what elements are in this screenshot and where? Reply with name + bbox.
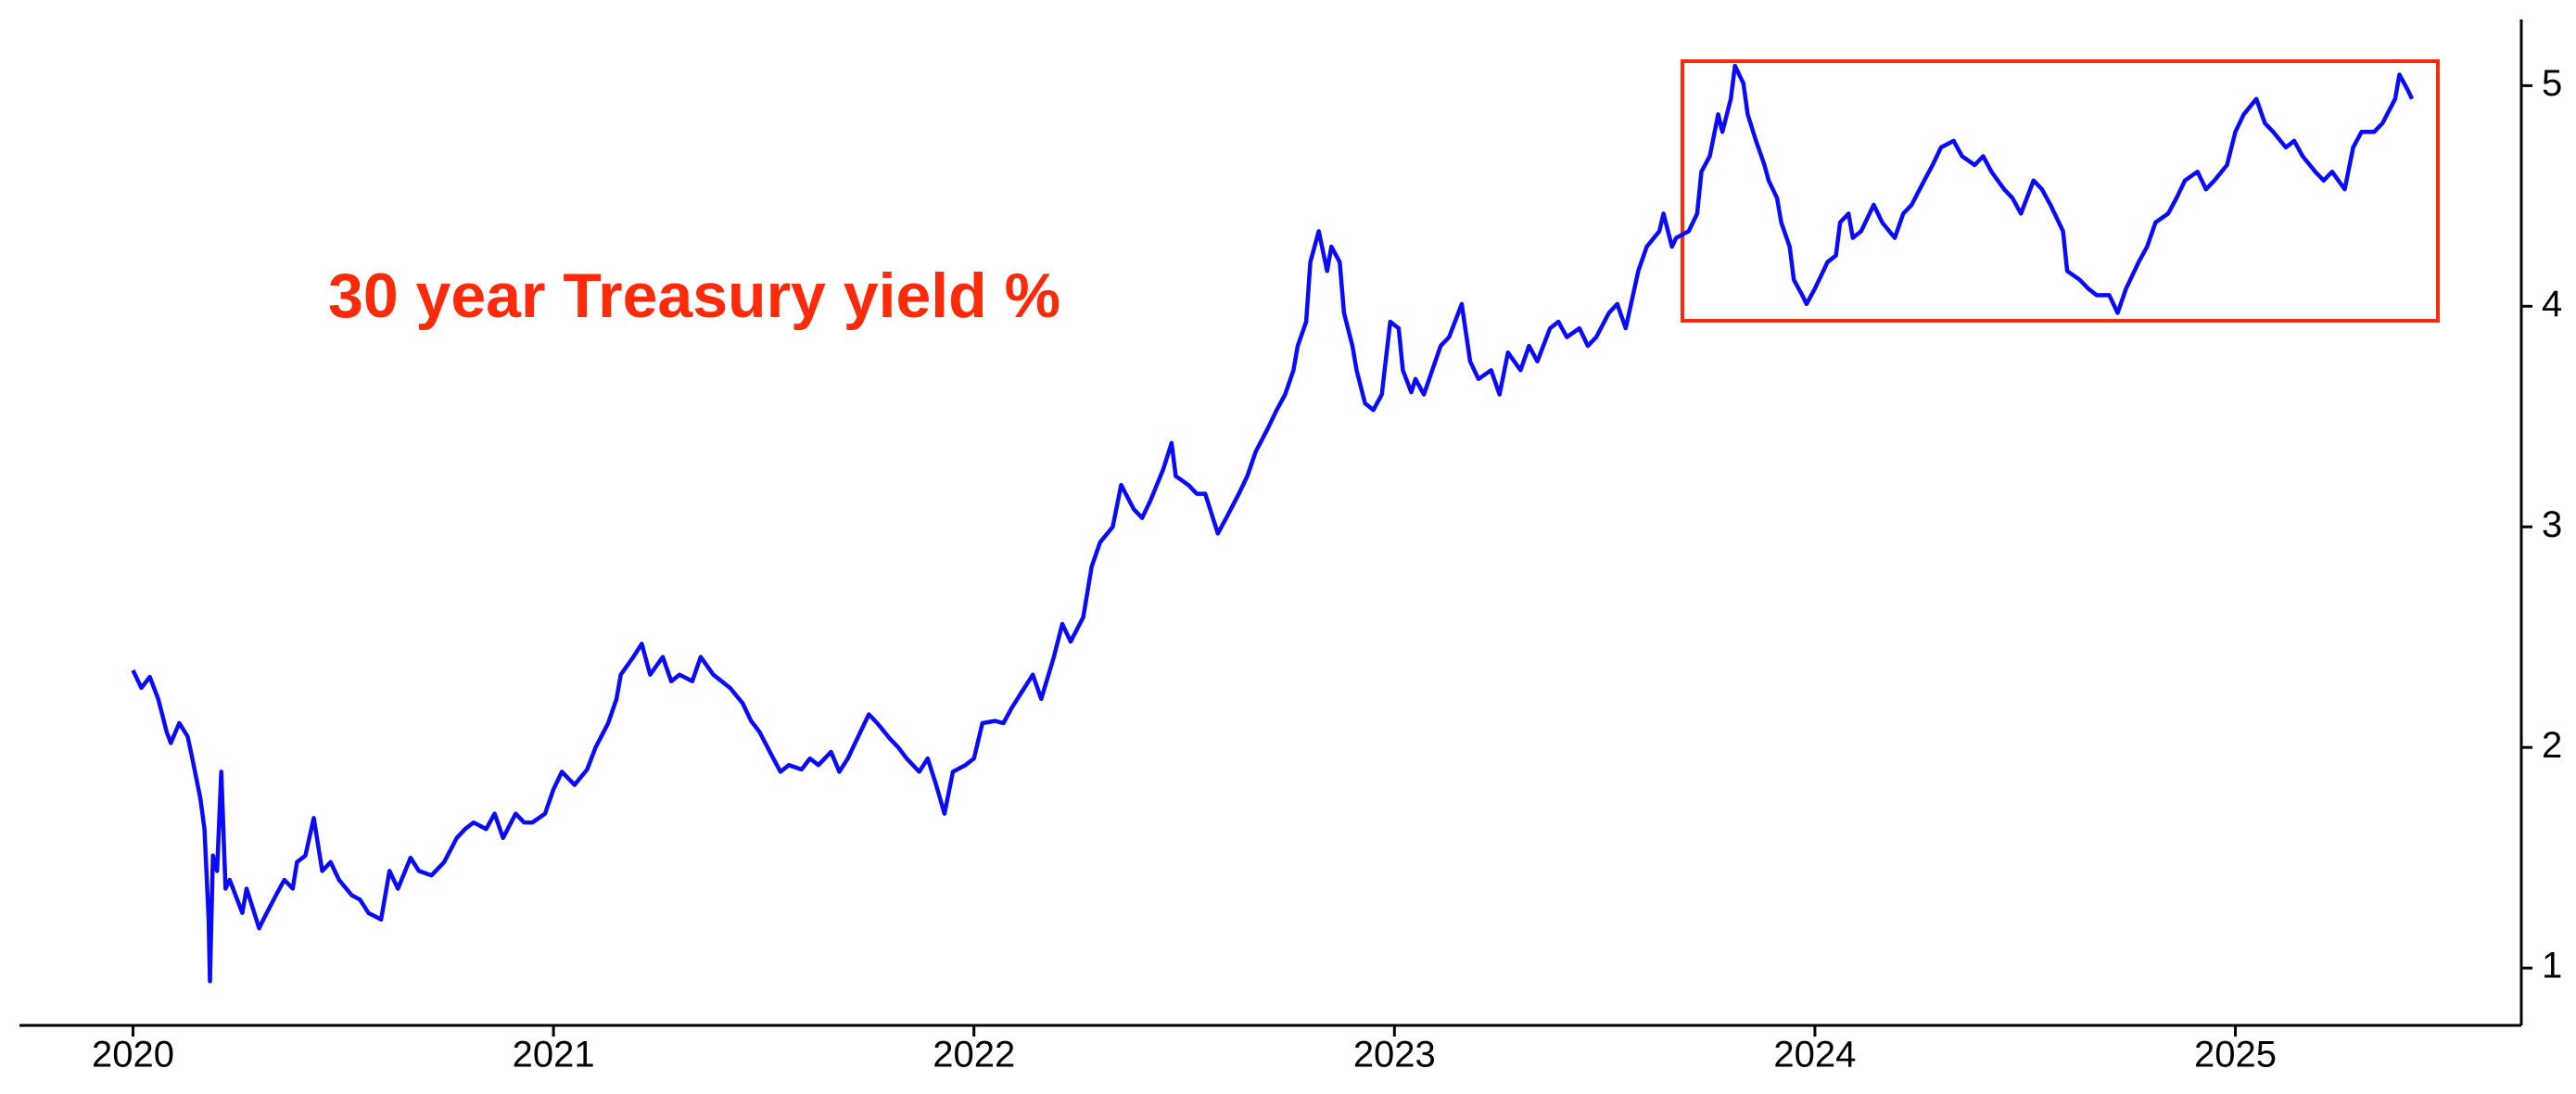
y-tick-label: 4 [2542,284,2562,324]
y-tick-label: 5 [2542,63,2562,104]
yield-line [131,63,2415,984]
x-tick-label: 2025 [2194,1035,2277,1075]
y-tick-label: 2 [2542,725,2562,766]
x-tick-label: 2021 [513,1035,595,1075]
highlight-box [1681,59,2440,323]
x-tick-label: 2024 [1773,1035,1856,1075]
x-tick-label: 2022 [933,1035,1015,1075]
annotation: 30 year Treasury yield % [328,261,1060,331]
x-tick-label: 2023 [1353,1035,1436,1075]
x-tick-label: 2020 [92,1035,174,1075]
y-tick-label: 1 [2542,946,2562,986]
y-tick-label: 3 [2542,504,2562,545]
